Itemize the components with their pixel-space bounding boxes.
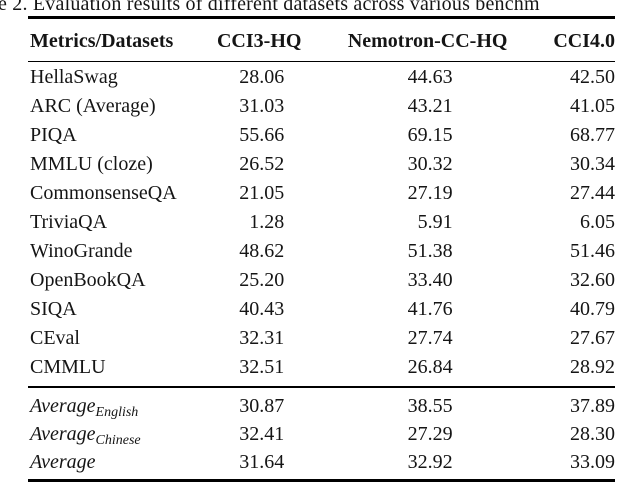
cell-value: 40.79	[570, 297, 615, 320]
cell-value: 27.29	[407, 422, 453, 445]
table-row: PIQA 55.66 69.15 68.77	[28, 120, 615, 149]
table-body: HellaSwag 28.06 44.63 42.50 ARC (Average) 31.…	[28, 62, 615, 381]
cell-value: 27.74	[407, 326, 453, 349]
table-row: CMMLU 32.51 26.84 28.92	[28, 352, 615, 381]
table-row: TriviaQA 1.28 5.91 6.05	[28, 207, 615, 236]
row-label: HellaSwag	[30, 65, 118, 88]
row-label: TriviaQA	[30, 210, 108, 233]
table-row: AverageChinese 32.41 27.29 28.30	[28, 420, 615, 448]
cell-value: 28.30	[570, 422, 615, 445]
cell-value: 26.84	[407, 355, 453, 378]
row-label: PIQA	[30, 123, 77, 146]
row-label: Average	[30, 450, 96, 473]
cell-value: 27.19	[407, 181, 453, 204]
row-label: AverageChinese	[30, 422, 141, 448]
cell-value: 55.66	[239, 123, 285, 146]
table-header-row: Metrics/Datasets CCI3-HQ Nemotron-CC-HQ CCI…	[28, 19, 615, 61]
row-label: OpenBookQA	[30, 268, 146, 291]
table-row: CommonsenseQA 21.05 27.19 27.44	[28, 178, 615, 207]
row-label: WinoGrande	[30, 239, 133, 262]
cell-value: 33.40	[407, 268, 453, 291]
cell-value: 32.41	[239, 422, 285, 445]
row-label: CEval	[30, 326, 80, 349]
cell-value: 31.64	[239, 450, 285, 473]
cell-value: 43.21	[407, 94, 453, 117]
table-caption: e 2. Evaluation results of different dat…	[0, 0, 540, 15]
table-row: Average 31.64 32.92 33.09	[28, 448, 615, 476]
cell-value: 48.62	[239, 239, 285, 262]
cell-value: 1.28	[249, 210, 285, 233]
cell-value: 41.05	[570, 94, 615, 117]
cell-value: 27.44	[570, 181, 615, 204]
table-rule-bottom	[28, 478, 615, 482]
cell-value: 40.43	[239, 297, 285, 320]
cell-value: 69.15	[407, 123, 453, 146]
column-header: Nemotron-CC-HQ	[347, 29, 508, 52]
table-row: CEval 32.31 27.74 27.67	[28, 323, 615, 352]
column-header: Metrics/Datasets	[30, 29, 174, 52]
table-row: HellaSwag 28.06 44.63 42.50	[28, 62, 615, 91]
table-row: AverageEnglish 30.87 38.55 37.89	[28, 392, 615, 420]
cell-value: 42.50	[570, 65, 615, 88]
cell-value: 31.03	[239, 94, 285, 117]
cell-value: 28.92	[570, 355, 615, 378]
cell-value: 68.77	[570, 123, 615, 146]
row-label: MMLU (cloze)	[30, 152, 153, 175]
table-rule-mid	[28, 386, 615, 388]
results-table: Metrics/Datasets CCI3-HQ Nemotron-CC-HQ CCI…	[28, 16, 615, 482]
cell-value: 6.05	[580, 210, 615, 233]
cell-value: 30.34	[570, 152, 615, 175]
cell-value: 21.05	[239, 181, 285, 204]
table-rule-top	[28, 16, 615, 19]
row-label: SIQA	[30, 297, 77, 320]
cell-value: 51.46	[570, 239, 615, 262]
cell-value: 27.67	[570, 326, 615, 349]
cell-value: 30.32	[407, 152, 453, 175]
cell-value: 26.52	[239, 152, 285, 175]
cell-value: 32.31	[239, 326, 285, 349]
cell-value: 25.20	[239, 268, 285, 291]
cell-value: 51.38	[407, 239, 453, 262]
cell-value: 44.63	[407, 65, 453, 88]
cell-value: 32.51	[239, 355, 285, 378]
cell-value: 33.09	[570, 450, 615, 473]
table-row: OpenBookQA 25.20 33.40 32.60	[28, 265, 615, 294]
row-label: CMMLU	[30, 355, 106, 378]
column-header: CCI4.0	[553, 29, 615, 52]
row-label: ARC (Average)	[30, 94, 156, 117]
table-row: ARC (Average) 31.03 43.21 41.05	[28, 91, 615, 120]
table-summary: AverageEnglish 30.87 38.55 37.89 AverageChin…	[28, 392, 615, 476]
cell-value: 30.87	[239, 394, 285, 417]
cell-value: 5.91	[417, 210, 453, 233]
cell-value: 32.60	[570, 268, 615, 291]
table-row: SIQA 40.43 41.76 40.79	[28, 294, 615, 323]
cell-value: 41.76	[407, 297, 453, 320]
cell-value: 37.89	[570, 394, 615, 417]
table-row: MMLU (cloze) 26.52 30.32 30.34	[28, 149, 615, 178]
row-label: AverageEnglish	[30, 394, 139, 420]
cell-value: 32.92	[407, 450, 453, 473]
cell-value: 38.55	[407, 394, 453, 417]
table-rule-header	[28, 60, 615, 62]
row-label: CommonsenseQA	[30, 181, 177, 204]
table-row: WinoGrande 48.62 51.38 51.46	[28, 236, 615, 265]
cell-value: 28.06	[239, 65, 285, 88]
column-header: CCI3-HQ	[216, 29, 302, 52]
